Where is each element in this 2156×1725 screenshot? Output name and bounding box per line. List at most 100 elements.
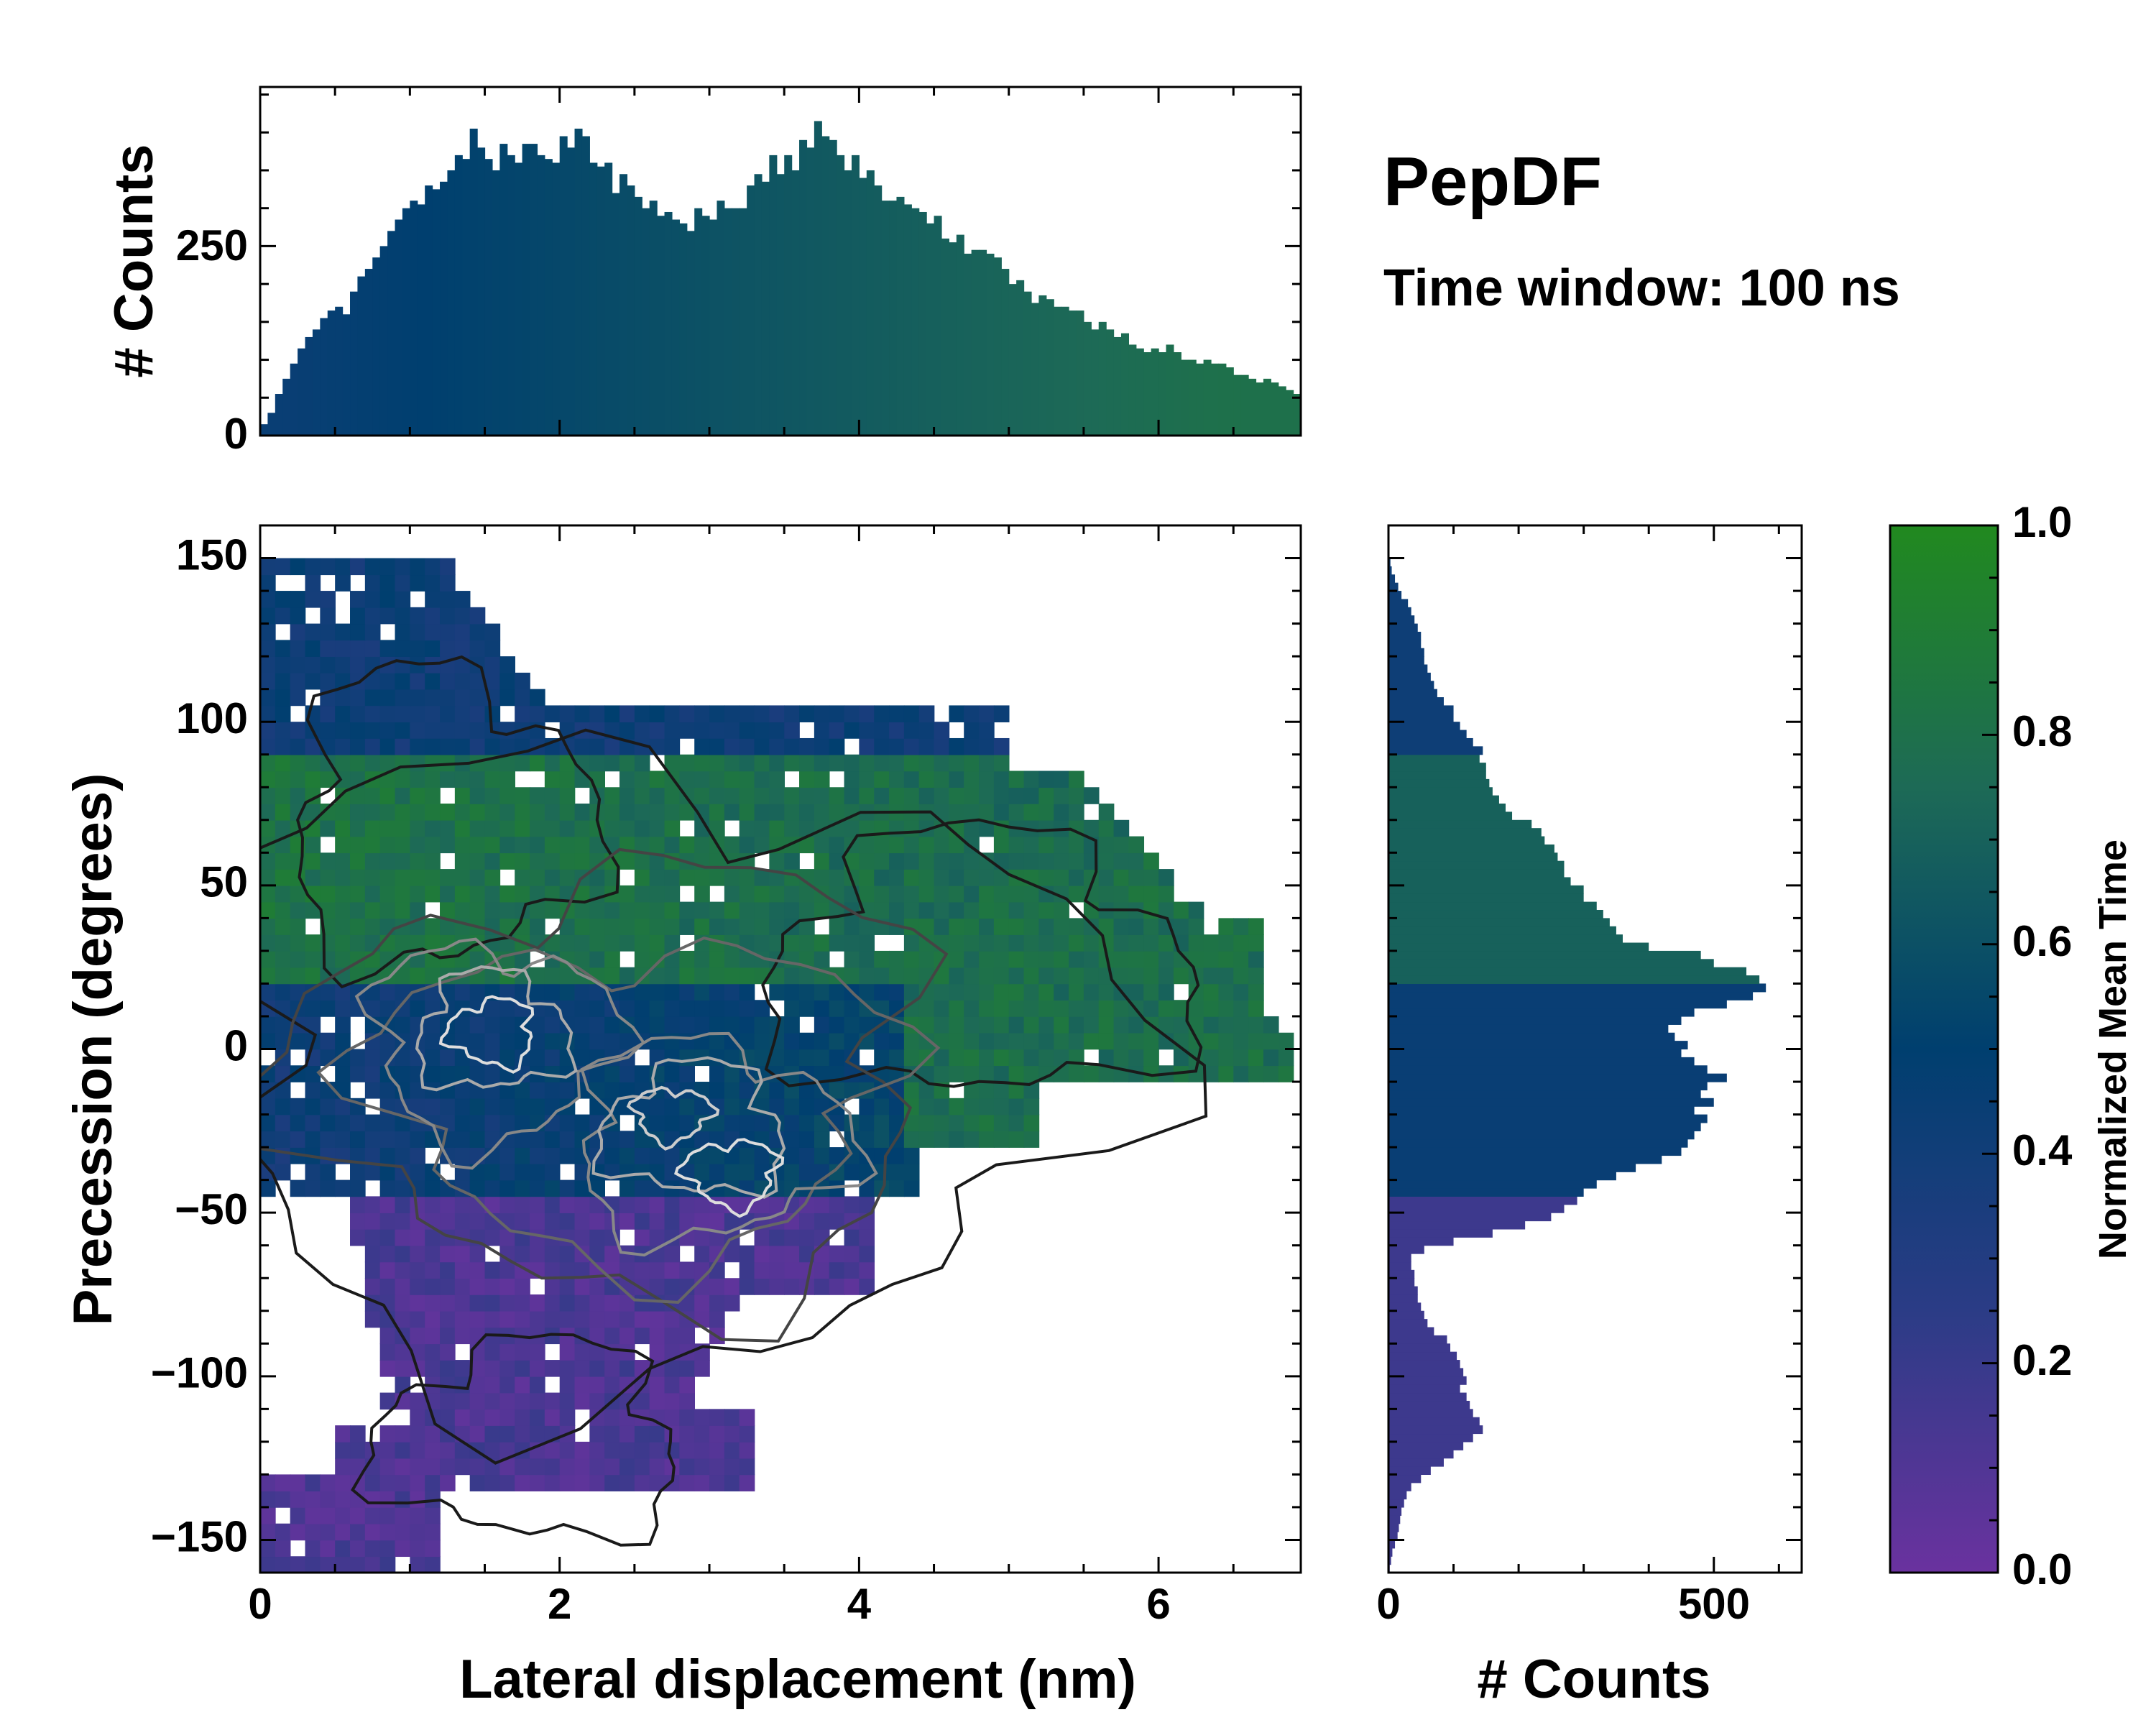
heatmap-cell bbox=[530, 1392, 545, 1410]
heatmap-cell bbox=[844, 918, 860, 935]
heatmap-cell bbox=[1083, 787, 1100, 804]
heatmap-cell bbox=[530, 901, 545, 919]
heatmap-cell bbox=[814, 722, 830, 739]
heatmap-cell bbox=[709, 1425, 725, 1443]
heatmap-cell bbox=[784, 1049, 800, 1067]
heatmap-cell bbox=[679, 901, 696, 919]
heatmap-cell bbox=[829, 1179, 845, 1197]
heatmap-cell bbox=[604, 967, 620, 985]
heatmap-cell bbox=[979, 1049, 995, 1067]
heatmap-cell bbox=[829, 1261, 845, 1279]
heatmap-cell bbox=[799, 1147, 815, 1164]
heatmap-cell bbox=[469, 1327, 486, 1345]
heatmap-cell bbox=[694, 705, 710, 722]
heatmap-cell bbox=[559, 1278, 576, 1295]
heatmap-cell bbox=[739, 737, 755, 755]
heatmap-cell bbox=[844, 1163, 860, 1181]
heatmap-cell bbox=[395, 705, 411, 722]
heatmap-cell bbox=[275, 983, 291, 1001]
heatmap-cell bbox=[260, 1016, 276, 1034]
heatmap-cell bbox=[934, 1065, 950, 1082]
heatmap-cell bbox=[440, 918, 456, 935]
heatmap-cell bbox=[859, 770, 875, 788]
heatmap-cell bbox=[1143, 1000, 1159, 1017]
heatmap-cell bbox=[410, 819, 425, 837]
heatmap-cell bbox=[499, 1196, 515, 1213]
heatmap-cell bbox=[934, 885, 950, 903]
heatmap-cell bbox=[1008, 804, 1025, 821]
heatmap-cell bbox=[664, 1114, 681, 1132]
heatmap-cell bbox=[425, 1032, 441, 1050]
heatmap-cell bbox=[844, 967, 860, 985]
heatmap-cell bbox=[1248, 934, 1264, 952]
heatmap-cell bbox=[364, 918, 381, 935]
heatmap-cell bbox=[410, 1131, 425, 1148]
heatmap-cell bbox=[425, 607, 441, 625]
right-histogram-bar bbox=[1388, 1106, 1695, 1116]
heatmap-cell bbox=[574, 1213, 591, 1230]
heatmap-cell bbox=[903, 770, 920, 788]
heatmap-cell bbox=[484, 1196, 501, 1213]
heatmap-cell bbox=[964, 950, 980, 968]
heatmap-cell bbox=[335, 836, 351, 854]
heatmap-cell bbox=[335, 689, 351, 707]
heatmap-cell bbox=[769, 1098, 786, 1116]
heatmap-cell bbox=[544, 1294, 561, 1312]
right-histogram-bar bbox=[1388, 1138, 1688, 1148]
heatmap-cell bbox=[589, 1458, 605, 1476]
heatmap-cell bbox=[320, 852, 336, 870]
heatmap-cell bbox=[379, 983, 396, 1001]
heatmap-cell bbox=[364, 1261, 381, 1279]
heatmap-cell bbox=[1218, 983, 1235, 1001]
heatmap-cell bbox=[260, 787, 276, 804]
heatmap-cell bbox=[903, 1179, 920, 1197]
heatmap-cell bbox=[559, 869, 576, 886]
heatmap-cell bbox=[574, 1131, 591, 1148]
heatmap-cell bbox=[530, 819, 545, 837]
heatmap-cell bbox=[993, 819, 1010, 837]
top-histogram-bar bbox=[642, 208, 650, 436]
top-histogram-bar bbox=[664, 211, 673, 436]
heatmap-cell bbox=[379, 558, 396, 576]
heatmap-cell bbox=[934, 967, 950, 985]
heatmap-cell bbox=[634, 983, 650, 1001]
heatmap-cell bbox=[335, 950, 351, 968]
heatmap-cell bbox=[1023, 819, 1040, 837]
heatmap-cell bbox=[784, 1098, 800, 1116]
heatmap-cell bbox=[1113, 1000, 1130, 1017]
heatmap-cell bbox=[979, 1098, 995, 1116]
heatmap-cell bbox=[649, 1441, 665, 1459]
right-histogram-bar bbox=[1388, 909, 1603, 919]
heatmap-cell bbox=[1248, 983, 1264, 1001]
heatmap-cell bbox=[350, 558, 366, 576]
heatmap-cell bbox=[275, 1114, 291, 1132]
heatmap-cell bbox=[425, 1425, 441, 1443]
heatmap-cell bbox=[515, 1196, 530, 1213]
heatmap-cell bbox=[440, 722, 456, 739]
heatmap-cell bbox=[679, 918, 696, 935]
heatmap-cell bbox=[1203, 1000, 1220, 1017]
heatmap-cell bbox=[589, 1032, 605, 1050]
top-histogram-bar bbox=[821, 136, 830, 436]
heatmap-cell bbox=[364, 1474, 381, 1491]
heatmap-cell bbox=[395, 1343, 411, 1361]
heatmap-cell bbox=[454, 1228, 471, 1246]
heatmap-cell bbox=[814, 901, 830, 919]
heatmap-cell bbox=[634, 950, 650, 968]
heatmap-cell bbox=[484, 1474, 501, 1491]
heatmap-cell bbox=[1008, 901, 1025, 919]
heatmap-cell bbox=[395, 607, 411, 625]
heatmap-cell bbox=[589, 1065, 605, 1082]
heatmap-cell bbox=[679, 1147, 696, 1164]
heatmap-cell bbox=[395, 787, 411, 804]
heatmap-cell bbox=[469, 1376, 486, 1394]
heatmap-cell bbox=[664, 836, 681, 854]
heatmap-cell bbox=[364, 1506, 381, 1524]
heatmap-cell bbox=[604, 901, 620, 919]
heatmap-cell bbox=[918, 1098, 935, 1116]
heatmap-cell bbox=[425, 787, 441, 804]
heatmap-cell bbox=[844, 852, 860, 870]
heatmap-cell bbox=[379, 918, 396, 935]
top-histogram-bar bbox=[634, 196, 642, 436]
heatmap-cell bbox=[918, 852, 935, 870]
